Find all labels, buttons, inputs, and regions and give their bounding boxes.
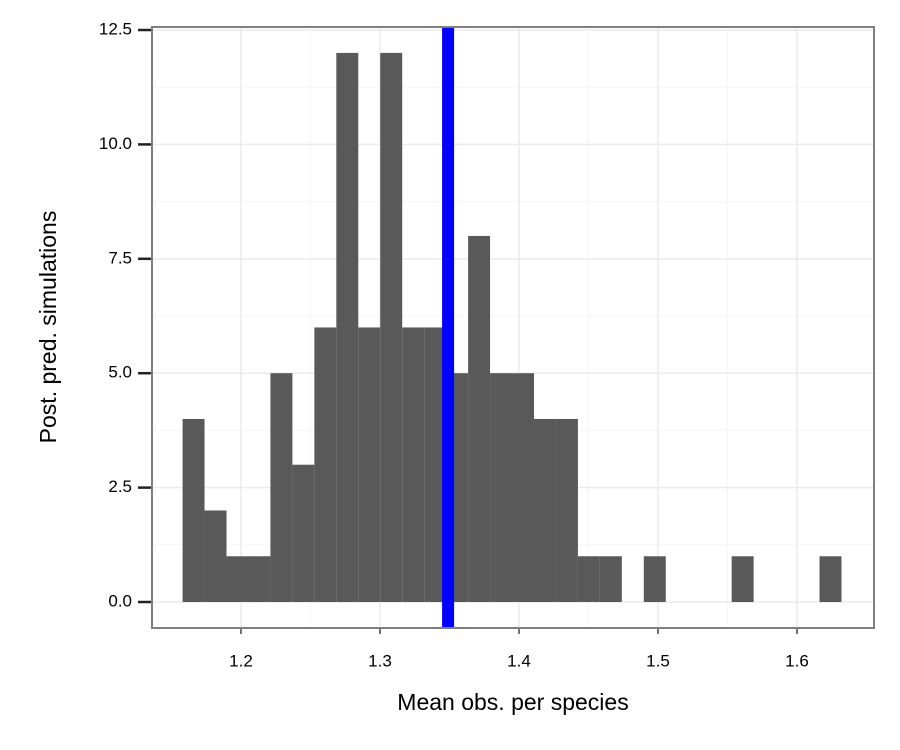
histogram-bar <box>819 556 842 603</box>
histogram-bar <box>380 52 403 603</box>
y-tick-label: 0.0 <box>108 591 132 610</box>
histogram-bar <box>468 235 491 603</box>
histogram-bar <box>314 327 337 603</box>
histogram-bar <box>270 373 293 603</box>
histogram-bar <box>731 556 754 603</box>
y-tick-label: 2.5 <box>108 477 132 496</box>
histogram-bar <box>512 373 534 603</box>
histogram-bar <box>204 510 227 603</box>
histogram-bar <box>248 556 271 603</box>
y-tick-label: 12.5 <box>99 20 132 39</box>
x-tick-label: 1.2 <box>229 651 253 670</box>
x-axis-title: Mean obs. per species <box>397 689 628 715</box>
histogram-bar <box>182 418 205 603</box>
histogram-bar <box>226 556 249 603</box>
y-axis-title: Post. pred. simulations <box>35 211 61 444</box>
histogram-bar <box>555 418 578 603</box>
y-tick-label: 7.5 <box>108 248 132 267</box>
plot-border <box>151 26 875 629</box>
histogram-bar <box>490 373 513 603</box>
x-tick-label: 1.4 <box>507 651 531 670</box>
histogram-bar <box>292 464 315 603</box>
histogram-bar <box>358 327 381 603</box>
histogram-bar <box>424 327 447 603</box>
histogram-bar <box>336 52 359 603</box>
y-tick-label: 5.0 <box>108 363 132 382</box>
histogram-bar <box>643 556 666 603</box>
x-tick-label: 1.5 <box>646 651 670 670</box>
x-tick-label: 1.3 <box>368 651 392 670</box>
histogram-bar <box>599 556 622 603</box>
histogram-bar <box>402 327 425 603</box>
histogram-bar <box>533 418 556 603</box>
histogram-bar <box>577 556 600 603</box>
y-tick-label: 10.0 <box>99 134 132 153</box>
x-tick-label: 1.6 <box>785 651 809 670</box>
